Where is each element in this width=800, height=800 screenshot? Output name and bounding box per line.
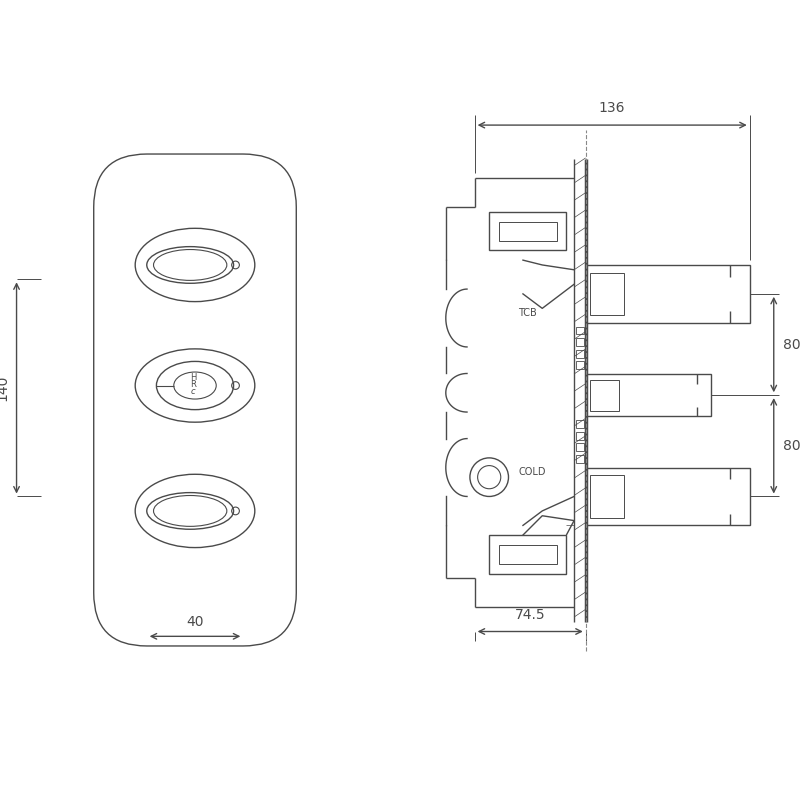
Text: 140: 140 [0, 374, 9, 401]
Text: H: H [190, 374, 196, 382]
Bar [590, 380, 619, 410]
Bar [586, 467, 750, 526]
Text: 80: 80 [783, 439, 800, 453]
Bar [499, 545, 557, 564]
Text: 80: 80 [783, 338, 800, 351]
Bar [576, 338, 584, 346]
Bar [490, 212, 566, 250]
Ellipse shape [146, 493, 234, 530]
Bar [590, 475, 624, 518]
Bar [499, 222, 557, 241]
Ellipse shape [146, 246, 234, 283]
Text: 40: 40 [186, 614, 204, 629]
Bar [590, 273, 624, 315]
Bar [490, 535, 566, 574]
Bar [576, 432, 584, 439]
Bar [576, 326, 584, 334]
Bar [586, 265, 750, 323]
Text: 136: 136 [599, 102, 626, 115]
Text: TCB: TCB [518, 308, 537, 318]
Text: c: c [190, 387, 195, 396]
FancyBboxPatch shape [94, 154, 296, 646]
Bar [576, 362, 584, 369]
Text: COLD: COLD [518, 467, 546, 478]
Text: R: R [190, 380, 196, 389]
Bar [586, 374, 711, 416]
Bar [576, 455, 584, 462]
Bar [576, 443, 584, 451]
Bar [576, 350, 584, 358]
Bar [576, 420, 584, 428]
Text: 74.5: 74.5 [515, 608, 546, 622]
